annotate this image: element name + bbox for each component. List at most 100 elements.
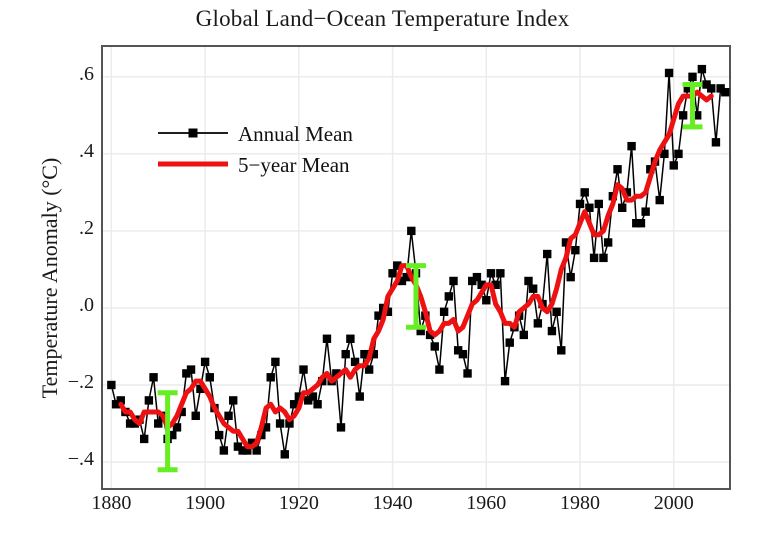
data-point-marker	[144, 396, 154, 405]
data-point-marker	[482, 296, 491, 305]
data-point-marker	[172, 423, 182, 432]
data-point-marker	[528, 284, 538, 293]
data-point-marker	[397, 276, 407, 286]
data-point-marker	[524, 276, 533, 286]
data-point-marker	[304, 396, 313, 405]
data-point-marker	[444, 292, 454, 301]
data-point-marker	[669, 161, 678, 170]
data-point-marker	[266, 373, 275, 382]
data-point-marker	[308, 392, 318, 401]
data-point-marker	[439, 307, 449, 316]
data-point-marker	[313, 400, 322, 409]
data-point-marker	[388, 269, 397, 278]
data-point-marker	[219, 446, 229, 455]
data-point-marker	[182, 369, 191, 378]
data-point-marker	[622, 188, 632, 197]
data-point-marker	[618, 203, 627, 212]
data-point-marker	[472, 272, 482, 282]
data-point-marker	[547, 326, 557, 336]
chart-legend: Annual Mean 5−year Mean	[158, 122, 353, 177]
data-point-marker	[721, 88, 730, 97]
grid-lines	[102, 46, 730, 489]
x-tick-label: 2000	[653, 492, 694, 514]
annual-mean-line	[110, 68, 727, 456]
data-point-marker	[500, 376, 510, 386]
data-point-marker	[603, 238, 613, 247]
data-point-marker	[247, 438, 257, 447]
legend-swatch-marker	[188, 128, 198, 138]
data-point-marker	[519, 330, 528, 340]
data-point-marker	[374, 311, 383, 320]
data-point-marker	[116, 396, 125, 405]
data-point-marker	[599, 253, 608, 263]
data-point-marker	[299, 365, 308, 374]
data-point-marker	[533, 319, 543, 328]
data-point-marker	[627, 141, 636, 151]
y-tick-label: .4	[79, 139, 94, 162]
data-point-marker	[453, 346, 463, 355]
data-point-marker	[566, 272, 575, 282]
data-point-marker	[336, 423, 346, 432]
annual-mean-markers	[107, 64, 730, 459]
data-point-marker	[711, 138, 721, 147]
data-point-marker	[205, 373, 214, 382]
data-point-marker	[468, 276, 477, 286]
data-point-marker	[674, 149, 683, 159]
data-point-marker	[130, 419, 140, 428]
data-point-marker	[332, 369, 341, 378]
data-point-marker	[407, 226, 416, 236]
x-tick-label: 1940	[372, 492, 413, 514]
data-point-marker	[463, 369, 472, 378]
data-point-marker	[139, 434, 149, 444]
data-point-marker	[585, 203, 594, 212]
y-tick-label: −.2	[67, 370, 94, 393]
data-point-marker	[224, 411, 233, 421]
data-point-marker	[369, 349, 379, 359]
data-point-marker	[285, 419, 294, 428]
data-point-marker	[697, 64, 707, 74]
data-point-marker	[107, 380, 116, 390]
data-point-marker	[580, 188, 589, 197]
x-tick-label: 1980	[560, 492, 601, 514]
data-point-marker	[561, 238, 571, 247]
data-point-marker	[393, 261, 402, 270]
x-tick-label: 1880	[91, 492, 132, 514]
data-point-marker	[613, 165, 622, 174]
data-point-marker	[505, 338, 514, 347]
y-tick-label: .2	[79, 216, 94, 239]
data-point-marker	[275, 419, 285, 428]
data-point-marker	[430, 342, 439, 351]
data-point-marker	[632, 219, 641, 228]
data-point-marker	[364, 365, 374, 374]
data-point-marker	[688, 72, 697, 82]
data-point-marker	[125, 419, 135, 428]
data-point-marker	[196, 384, 205, 394]
data-point-marker	[191, 411, 200, 421]
data-point-marker	[111, 400, 121, 409]
data-point-marker	[458, 349, 468, 359]
legend-label: 5−year Mean	[238, 153, 350, 177]
data-point-marker	[186, 365, 196, 374]
data-point-marker	[252, 446, 261, 455]
legend-label: Annual Mean	[238, 122, 353, 146]
data-point-marker	[486, 269, 496, 278]
data-point-marker	[435, 365, 444, 374]
data-point-marker	[678, 111, 688, 120]
data-point-marker	[571, 245, 580, 255]
data-point-marker	[707, 84, 716, 93]
data-point-marker	[383, 307, 393, 316]
data-point-marker	[346, 334, 355, 343]
data-point-marker	[641, 207, 650, 216]
data-point-marker	[496, 269, 505, 278]
data-point-marker	[692, 111, 702, 120]
data-point-marker	[683, 84, 693, 93]
data-point-marker	[341, 349, 350, 359]
data-point-marker	[557, 346, 566, 355]
y-tick-label: .0	[79, 293, 94, 316]
data-point-marker	[636, 219, 646, 228]
data-point-marker	[271, 357, 280, 367]
data-point-marker	[238, 446, 247, 455]
data-point-marker	[589, 253, 599, 263]
x-tick-label: 1960	[466, 492, 507, 514]
